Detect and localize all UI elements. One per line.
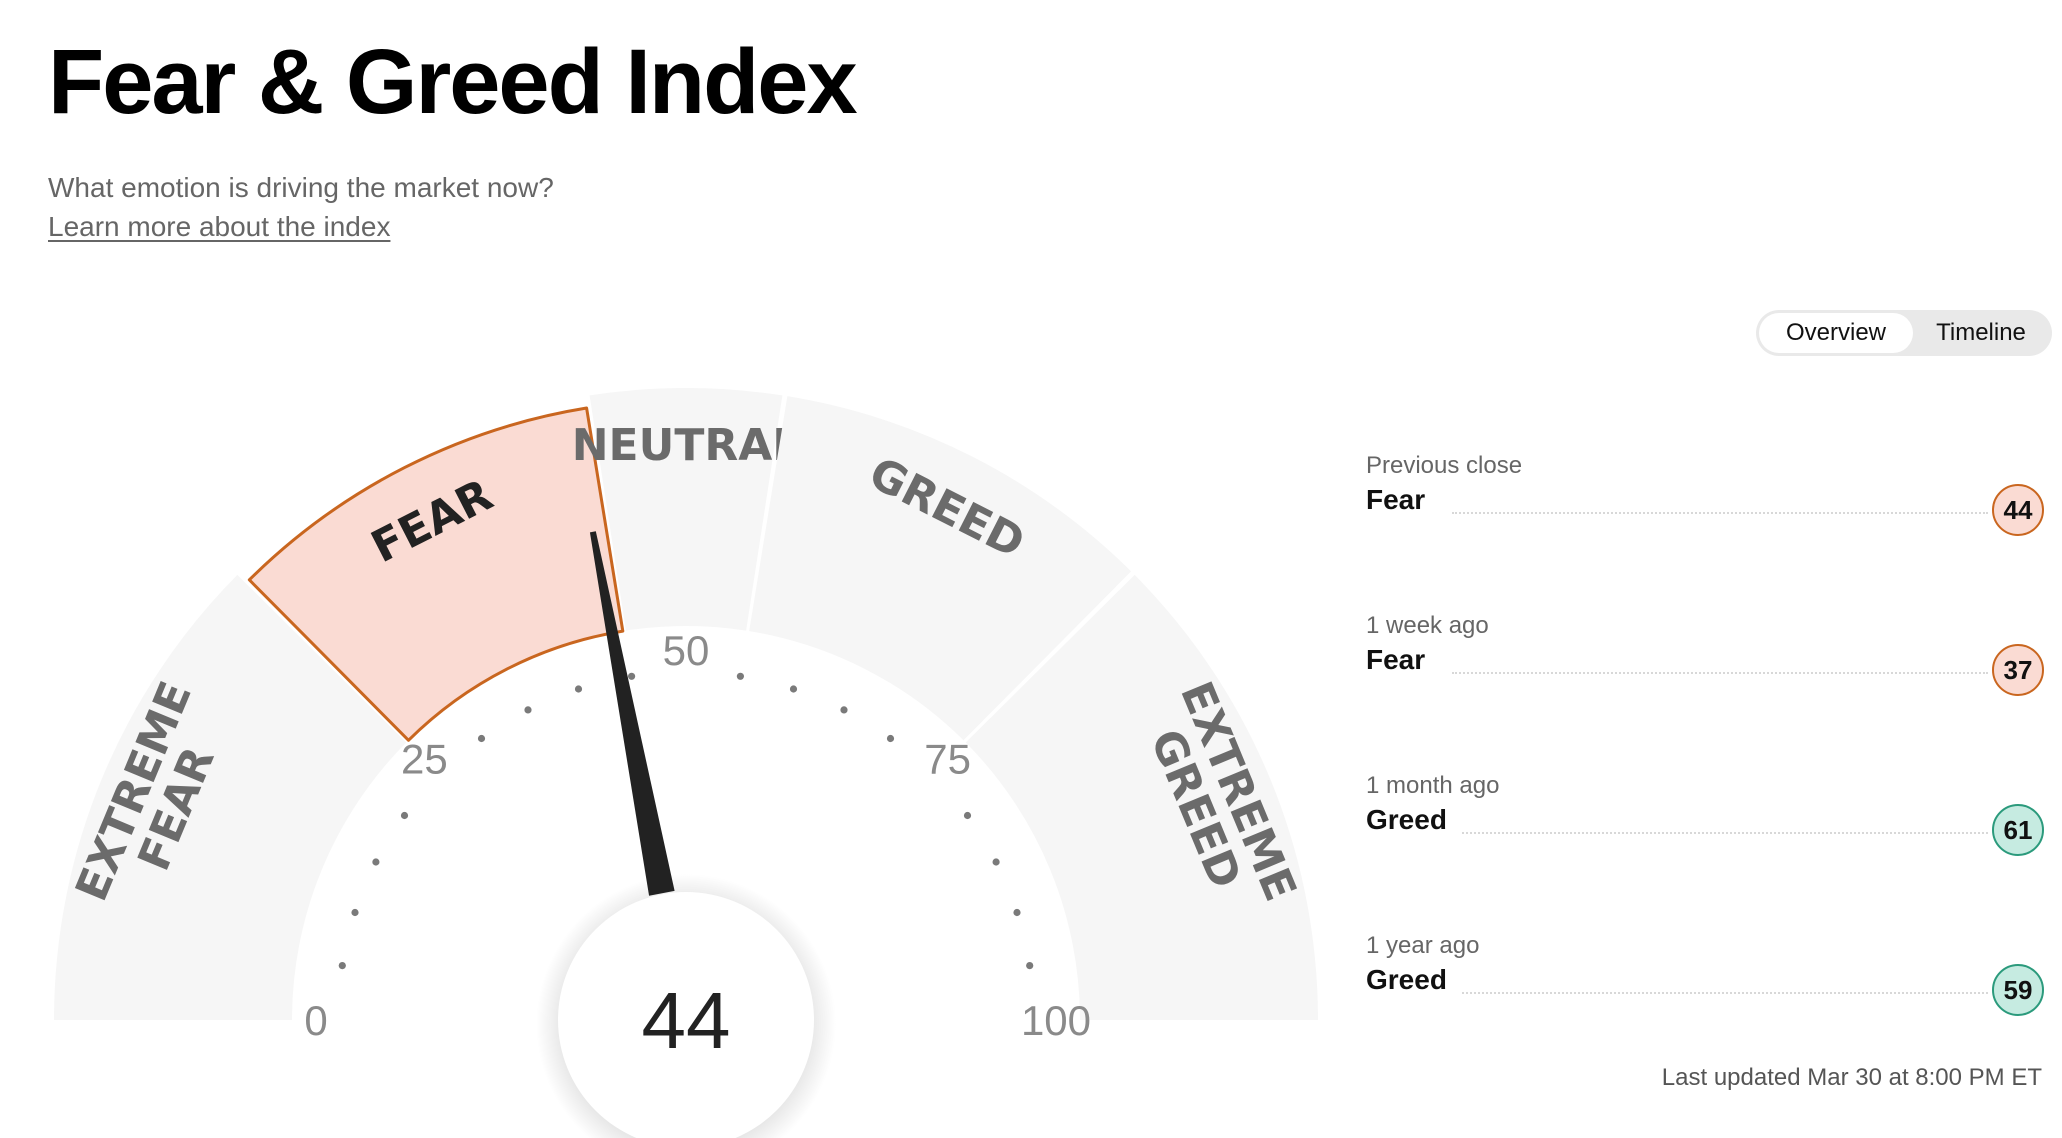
gauge-tick-dot — [840, 706, 848, 714]
history-label: Previous close — [1366, 452, 1523, 479]
gauge-tick-dot — [574, 685, 583, 693]
gauge-tick-dot — [736, 672, 745, 680]
page-title: Fear & Greed Index — [48, 31, 858, 133]
gauge-tick-dot — [338, 962, 346, 970]
gauge-zone-extreme-greed — [965, 574, 1318, 1020]
gauge-zone-neutral — [589, 388, 783, 631]
gauge-tick-dot — [963, 811, 972, 820]
history-label: 1 week ago — [1366, 612, 1489, 639]
gauge-tick-label: 100 — [1021, 997, 1091, 1044]
gauge-value: 44 — [642, 976, 731, 1065]
history-rating: Fear — [1366, 644, 1426, 675]
history-rating: Greed — [1366, 964, 1447, 995]
view-toggle: Overview Timeline — [1756, 310, 2052, 356]
gauge-zone-fear — [247, 406, 625, 742]
history-list: Previous close Fear 44 1 week ago Fear 3… — [1366, 440, 2052, 1080]
gauge-tick-dot — [400, 811, 409, 820]
gauge-zone-label: NEUTRAL — [572, 420, 801, 471]
gauge-tick-label: 25 — [401, 735, 448, 782]
history-label: 1 month ago — [1366, 772, 1500, 799]
dotted-leader — [1452, 672, 1988, 674]
page-subtitle: What emotion is driving the market now? — [48, 172, 554, 203]
dotted-leader — [1462, 832, 1988, 834]
gauge-tick-label: 75 — [924, 735, 971, 782]
gauge-tick-label: 0 — [304, 997, 327, 1044]
gauge-tick-dot — [524, 706, 532, 714]
history-item-1-year-ago: 1 year ago Greed 59 — [1366, 920, 2052, 1080]
score-badge: 37 — [1992, 644, 2044, 696]
history-item-previous-close: Previous close Fear 44 — [1366, 440, 2052, 600]
gauge-tick-dot — [351, 908, 359, 917]
gauge-zone-greed — [749, 396, 1132, 741]
timeline-tab[interactable]: Timeline — [1936, 319, 2026, 346]
gauge-tick-dot — [372, 858, 380, 866]
gauge-tick-dot — [477, 734, 486, 743]
learn-more-link[interactable]: Learn more about the index — [48, 211, 391, 242]
gauge-tick-dot — [1013, 908, 1021, 917]
history-rating: Greed — [1366, 804, 1447, 835]
history-rating: Fear — [1366, 484, 1426, 515]
gauge-needle — [589, 531, 675, 896]
gauge-tick-dot — [1026, 962, 1034, 970]
history-label: 1 year ago — [1366, 932, 1480, 959]
gauge-hub — [558, 892, 814, 1138]
fear-greed-gauge: EXTREMEFEARFEARNEUTRALGREEDEXTREMEGREED … — [54, 388, 1318, 1138]
gauge-tick-label: 50 — [663, 627, 710, 674]
gauge-tick-dot — [992, 858, 1000, 866]
history-item-1-week-ago: 1 week ago Fear 37 — [1366, 600, 2052, 760]
last-updated: Last updated Mar 30 at 8:00 PM ET — [1661, 1064, 2042, 1091]
gauge-zone-extreme-fear — [54, 574, 407, 1020]
score-badge: 59 — [1992, 964, 2044, 1016]
overview-tab[interactable]: Overview — [1759, 313, 1913, 353]
history-item-1-month-ago: 1 month ago Greed 61 — [1366, 760, 2052, 920]
score-badge: 44 — [1992, 484, 2044, 536]
gauge-tick-dot — [886, 734, 895, 743]
score-badge: 61 — [1992, 804, 2044, 856]
dotted-leader — [1452, 512, 1988, 514]
dotted-leader — [1462, 992, 1988, 994]
gauge-tick-dot — [628, 672, 636, 680]
gauge-tick-dot — [789, 685, 798, 693]
